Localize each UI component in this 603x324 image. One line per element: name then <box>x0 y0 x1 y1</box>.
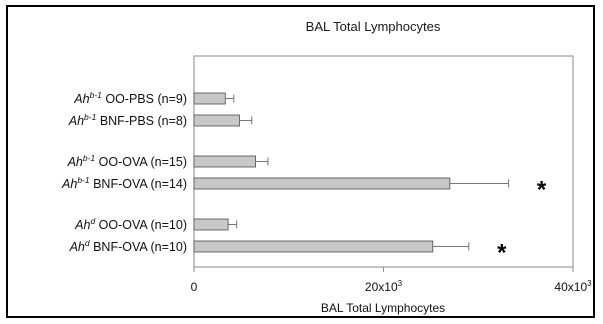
bar-1 <box>193 92 226 105</box>
bar-4 <box>193 177 451 190</box>
x-tick-label-1: 0 <box>191 280 198 294</box>
x-axis-ticks: 0 20x103 40x103 <box>191 267 592 294</box>
bar-2 <box>193 114 240 127</box>
chart-title: BAL Total Lymphocytes <box>306 19 441 34</box>
significance-annotations: ** <box>497 177 547 267</box>
error-bars <box>225 94 510 251</box>
category-label-6: Ahd BNF-OVA (n=10) <box>69 238 187 254</box>
figure-border <box>6 5 595 318</box>
x-tick-label-3: 40x103 <box>554 279 592 294</box>
category-label-3: Ahb-1 OO-OVA (n=15) <box>67 153 187 169</box>
x-tick-label-2: 20x103 <box>365 279 403 294</box>
significance-marker-6: * <box>497 240 507 267</box>
bar-6 <box>193 240 434 253</box>
bar-5 <box>193 218 229 231</box>
bars <box>193 92 451 253</box>
category-label-2: Ahb-1 BNF-PBS (n=8) <box>68 112 187 128</box>
category-label-5: Ahd OO-OVA (n=10) <box>74 216 187 232</box>
category-label-4: Ahb-1 BNF-OVA (n=14) <box>61 175 187 191</box>
bar-3 <box>193 155 256 168</box>
significance-marker-4: * <box>537 177 547 204</box>
x-axis-title: BAL Total Lymphocytes <box>321 301 445 315</box>
category-labels: Ahb-1 OO-PBS (n=9) Ahb-1 BNF-PBS (n=8) Ahb… <box>61 90 187 254</box>
category-label-1: Ahb-1 OO-PBS (n=9) <box>73 90 187 106</box>
